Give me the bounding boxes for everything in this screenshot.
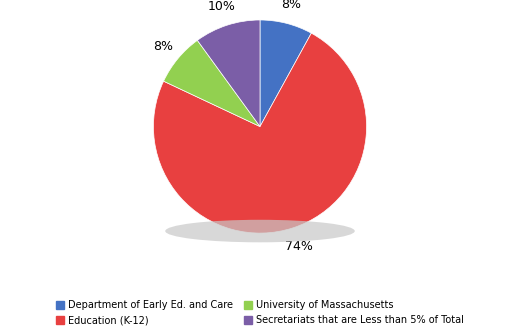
Wedge shape <box>198 20 260 127</box>
Text: 8%: 8% <box>153 40 173 53</box>
Ellipse shape <box>165 220 355 242</box>
Wedge shape <box>153 33 367 233</box>
Wedge shape <box>260 20 311 127</box>
Wedge shape <box>164 40 260 127</box>
Text: 74%: 74% <box>285 240 313 253</box>
Text: 8%: 8% <box>281 0 301 11</box>
Legend: Department of Early Ed. and Care, Education (K-12), University of Massachusetts,: Department of Early Ed. and Care, Educat… <box>53 297 467 328</box>
Text: 10%: 10% <box>207 0 235 13</box>
